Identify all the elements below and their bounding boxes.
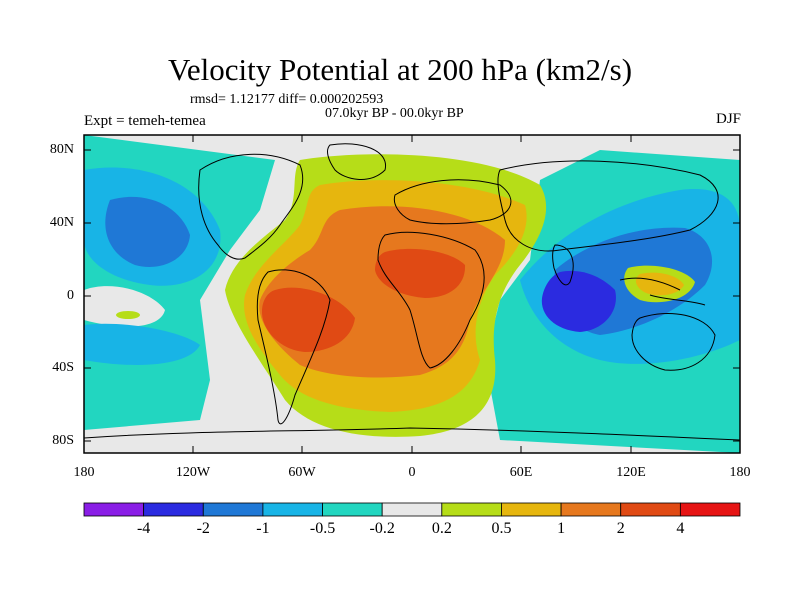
coast-europe bbox=[393, 179, 512, 225]
contour-neg-southpacific bbox=[84, 323, 200, 365]
colorbar-swatch bbox=[501, 502, 562, 517]
colorbar-swatch bbox=[143, 502, 204, 517]
colorbar-swatch bbox=[262, 502, 323, 517]
coast-australia bbox=[631, 312, 716, 371]
colorbar-label: -2 bbox=[196, 520, 210, 537]
x-tick-label: 0 bbox=[408, 465, 416, 480]
season-label: DJF bbox=[715, 111, 741, 127]
colorbar-label: -4 bbox=[136, 520, 151, 537]
experiment-label: Expt = temeh-temea bbox=[84, 113, 206, 129]
y-ticks bbox=[84, 149, 740, 442]
contour-neg-indian-core bbox=[541, 270, 616, 332]
x-tick-label: 60E bbox=[509, 465, 533, 480]
colorbar-label: -0.5 bbox=[309, 520, 336, 537]
colorbar-label: 4 bbox=[676, 520, 685, 537]
colorbar-label: 0.5 bbox=[491, 520, 512, 537]
colorbar-swatch bbox=[202, 502, 264, 517]
contour-core-south-america bbox=[262, 287, 355, 352]
colorbar-swatch bbox=[322, 502, 383, 517]
colorbar-label: 1 bbox=[557, 520, 566, 537]
coast-india bbox=[552, 244, 574, 286]
map-title: Velocity Potential at 200 hPa (km2/s) bbox=[167, 52, 633, 87]
coast-antarctica bbox=[84, 427, 740, 441]
y-tick-label: 0 bbox=[67, 288, 74, 303]
y-tick-label: 80N bbox=[49, 142, 74, 157]
colorbar-label: 0.2 bbox=[431, 520, 452, 537]
colorbar-swatch bbox=[679, 502, 741, 517]
contour-field bbox=[84, 135, 740, 453]
rmsd-text: rmsd= 1.12177 diff= 0.000202593 bbox=[190, 92, 384, 107]
x-tick-label: 180 bbox=[73, 465, 95, 480]
coast-north-america bbox=[198, 153, 304, 260]
colorbar-swatch bbox=[83, 502, 145, 517]
y-tick-label: 40S bbox=[52, 360, 74, 375]
contour-neutral-west bbox=[84, 286, 165, 327]
colorbar-swatch bbox=[441, 502, 502, 517]
y-tick-label: 80S bbox=[52, 433, 74, 448]
x-tick-label: 180 bbox=[729, 465, 751, 480]
colorbar-label: -0.2 bbox=[369, 520, 395, 537]
coast-greenland bbox=[327, 143, 386, 180]
colorbar-swatch bbox=[620, 502, 681, 517]
contour-pos-maritime-core bbox=[635, 272, 684, 296]
contour-small-positive bbox=[116, 311, 140, 319]
coast-south-america bbox=[256, 269, 331, 425]
contour-neg-pacific-core bbox=[105, 196, 190, 267]
x-tick-label: 120E bbox=[616, 465, 646, 480]
y-tick-label: 40N bbox=[49, 215, 74, 230]
coast-maritime-islands bbox=[619, 277, 706, 306]
colorbar-swatch bbox=[560, 502, 622, 517]
colorbar-label: -1 bbox=[256, 520, 270, 537]
x-tick-label: 120W bbox=[175, 465, 211, 480]
colorbar-swatch bbox=[381, 502, 443, 517]
x-ticks bbox=[192, 135, 632, 453]
coast-asia bbox=[497, 160, 719, 252]
x-tick-label: 60W bbox=[288, 465, 316, 480]
colorbar-label: 2 bbox=[616, 520, 625, 537]
coastlines bbox=[84, 143, 740, 441]
coast-africa bbox=[377, 231, 485, 369]
contour-core-africa bbox=[375, 248, 466, 298]
period-text: 07.0kyr BP - 00.0kyr BP bbox=[325, 106, 464, 121]
colorbar bbox=[83, 502, 741, 517]
